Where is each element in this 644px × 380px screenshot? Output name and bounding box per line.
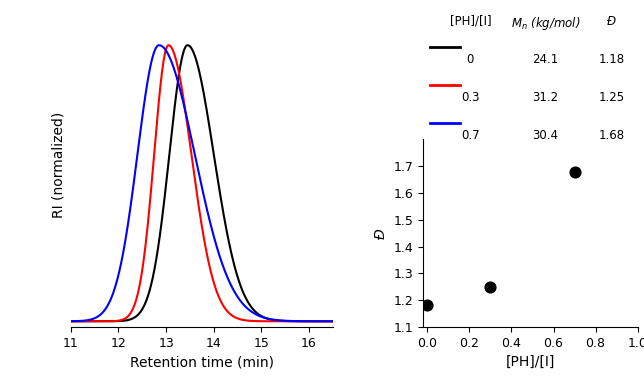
Text: 1.25: 1.25	[599, 90, 625, 104]
Text: 24.1: 24.1	[533, 53, 558, 66]
Text: $M_n$ (kg/mol): $M_n$ (kg/mol)	[511, 15, 580, 32]
Text: 1.68: 1.68	[599, 128, 625, 142]
Y-axis label: Ð: Ð	[374, 228, 388, 239]
Text: 0.3: 0.3	[461, 90, 480, 104]
Point	[422, 302, 433, 309]
Text: 30.4: 30.4	[533, 128, 558, 142]
X-axis label: [PH]/[I]: [PH]/[I]	[506, 355, 555, 369]
X-axis label: Retention time (min): Retention time (min)	[130, 355, 274, 369]
Text: Ð: Ð	[607, 15, 616, 28]
Text: 0: 0	[467, 53, 474, 66]
Point	[486, 283, 496, 290]
Text: [PH]/[I]: [PH]/[I]	[450, 15, 491, 28]
Text: 31.2: 31.2	[533, 90, 558, 104]
Point	[569, 169, 580, 175]
Text: 0.7: 0.7	[461, 128, 480, 142]
Text: 1.18: 1.18	[599, 53, 625, 66]
Y-axis label: RI (normalized): RI (normalized)	[52, 112, 65, 218]
